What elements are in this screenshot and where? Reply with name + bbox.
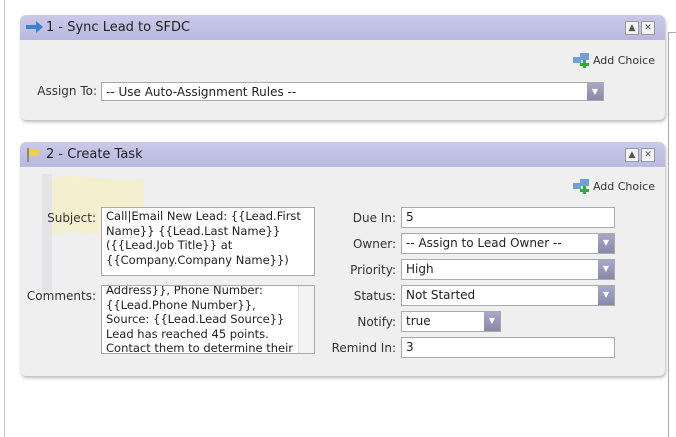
step-1-header: 1 - Sync Lead to SFDC ▲ ✕ xyxy=(20,15,665,40)
add-choice-label: Add Choice xyxy=(592,54,655,67)
comments-label: Comments: xyxy=(26,289,96,303)
priority-label: Priority: xyxy=(350,263,396,277)
notify-select[interactable]: true ▼ xyxy=(401,311,501,332)
due-in-label: Due In: xyxy=(352,211,396,225)
step-2-title: 2 - Create Task xyxy=(46,147,143,162)
right-border-top xyxy=(668,32,676,33)
status-select[interactable]: Not Started ▼ xyxy=(401,285,615,306)
flag-icon xyxy=(27,148,39,162)
owner-label: Owner: xyxy=(352,237,396,251)
chevron-down-icon: ▼ xyxy=(484,312,500,331)
notify-label: Notify: xyxy=(357,315,396,329)
add-choice-label: Add Choice xyxy=(592,180,655,193)
chevron-down-icon: ▼ xyxy=(598,234,614,253)
right-border xyxy=(668,32,669,437)
subject-label: Subject: xyxy=(47,211,96,225)
add-choice-icon xyxy=(572,53,589,68)
remind-in-label: Remind In: xyxy=(331,341,396,355)
arrow-right-icon xyxy=(26,21,43,33)
collapse-button[interactable]: ▲ xyxy=(625,21,639,35)
left-border xyxy=(4,0,5,437)
step-2-panel: 2 - Create Task ▲ ✕ Add Choice Subject: … xyxy=(20,142,665,376)
remind-in-input[interactable]: 3 xyxy=(401,337,615,358)
chevron-down-icon: ▼ xyxy=(598,260,614,279)
assign-to-value: -- Use Auto-Assignment Rules -- xyxy=(106,85,297,99)
subject-textarea[interactable]: Call|Email New Lead: {{Lead.First Name}}… xyxy=(101,207,315,276)
priority-select[interactable]: High ▼ xyxy=(401,259,615,280)
step-1-panel: 1 - Sync Lead to SFDC ▲ ✕ Add Choice Ass… xyxy=(20,15,665,120)
comments-value: Address}}, Phone Number: {{Lead.Phone Nu… xyxy=(106,285,294,354)
owner-select[interactable]: -- Assign to Lead Owner -- ▼ xyxy=(401,233,615,254)
collapse-button[interactable]: ▲ xyxy=(625,148,639,162)
status-label: Status: xyxy=(353,289,396,303)
assign-to-select[interactable]: -- Use Auto-Assignment Rules -- ▼ xyxy=(101,82,604,101)
comments-textarea[interactable]: Address}}, Phone Number: {{Lead.Phone Nu… xyxy=(101,285,315,354)
comments-scrollbar[interactable] xyxy=(298,286,314,353)
close-button[interactable]: ✕ xyxy=(641,21,655,35)
add-choice-icon xyxy=(572,179,589,194)
step-2-header: 2 - Create Task ▲ ✕ xyxy=(20,142,665,167)
add-choice-button[interactable]: Add Choice xyxy=(572,53,655,68)
status-value: Not Started xyxy=(406,288,476,302)
notify-value: true xyxy=(406,314,431,328)
assign-to-label: Assign To: xyxy=(37,84,97,98)
chevron-down-icon: ▼ xyxy=(587,83,603,100)
priority-value: High xyxy=(406,262,434,276)
step-1-title: 1 - Sync Lead to SFDC xyxy=(46,20,191,35)
chevron-down-icon: ▼ xyxy=(598,286,614,305)
add-choice-button[interactable]: Add Choice xyxy=(572,179,655,194)
owner-value: -- Assign to Lead Owner -- xyxy=(406,236,562,250)
due-in-input[interactable]: 5 xyxy=(401,207,615,228)
close-button[interactable]: ✕ xyxy=(641,148,655,162)
